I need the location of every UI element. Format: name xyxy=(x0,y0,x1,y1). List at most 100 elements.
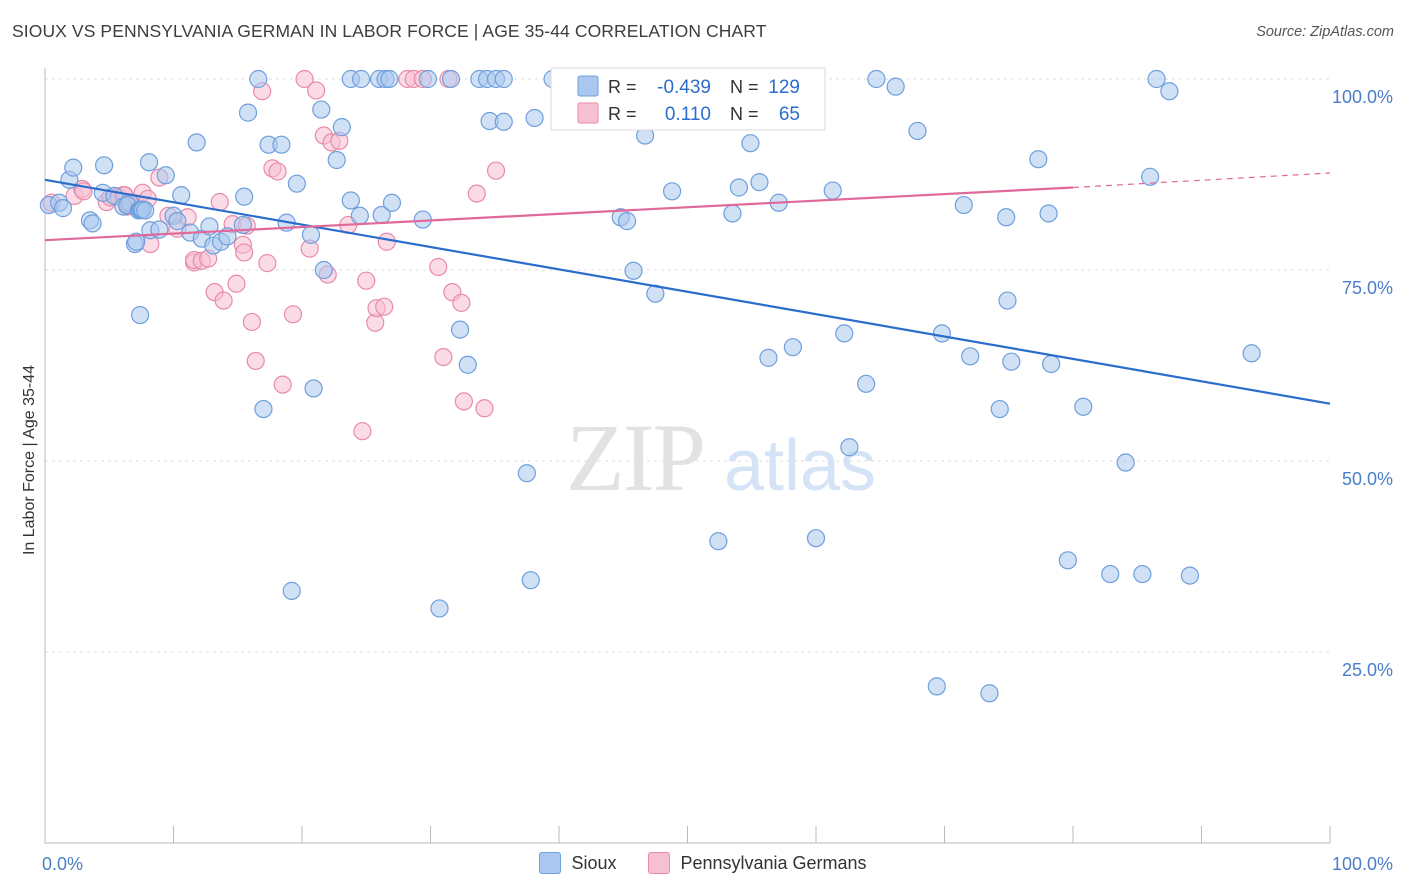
source-label: Source: ZipAtlas.com xyxy=(1256,24,1394,40)
sioux-point xyxy=(1039,204,1058,223)
legend-r-value-1: -0.439 xyxy=(657,77,711,98)
pg-point xyxy=(377,232,396,251)
sioux-point xyxy=(980,684,999,703)
correlation-legend: R = -0.439 N = 129 R = 0.110 N = 65 xyxy=(550,67,826,131)
sioux-point xyxy=(430,599,449,618)
legend-r-label-2: R = xyxy=(608,104,637,124)
legend-r-value-2: 0.110 xyxy=(665,104,711,125)
tick-labels: 25.0% 50.0% 75.0% 100.0% 0.0% 100.0% xyxy=(42,87,1393,874)
legend-swatch-pg xyxy=(577,102,599,124)
sioux-points xyxy=(39,69,1261,703)
pg-trend-line-extension xyxy=(1072,172,1331,189)
sioux-point xyxy=(741,134,760,153)
sioux-point xyxy=(418,69,438,89)
y-tick-label: 25.0% xyxy=(1342,660,1393,680)
sioux-point xyxy=(525,108,544,128)
sioux-point xyxy=(835,324,854,343)
sioux-point xyxy=(932,324,952,343)
watermark-atlas: atlas xyxy=(724,426,876,506)
pg-trend-line xyxy=(44,186,1074,242)
sioux-point xyxy=(282,581,301,600)
pg-point xyxy=(235,243,254,262)
sioux-point xyxy=(458,355,477,374)
sioux-point xyxy=(997,208,1016,227)
pg-point xyxy=(452,293,471,312)
sioux-point xyxy=(494,112,513,131)
sioux-point xyxy=(1074,397,1093,416)
sioux-point xyxy=(1160,82,1179,101)
sioux-point xyxy=(314,260,333,280)
pg-point xyxy=(454,392,474,411)
sioux-point xyxy=(521,571,540,590)
sioux-point xyxy=(886,77,905,96)
pg-point xyxy=(214,291,233,310)
sioux-point xyxy=(352,69,371,89)
pg-point xyxy=(357,271,376,290)
sioux-point xyxy=(332,118,351,137)
y-tick-label: 75.0% xyxy=(1342,278,1393,298)
pg-point xyxy=(295,69,314,89)
sioux-point xyxy=(95,156,114,175)
sioux-point xyxy=(1029,150,1048,169)
pg-point xyxy=(210,192,229,212)
swatch-sioux xyxy=(539,852,562,874)
sioux-point xyxy=(750,173,769,192)
y-tick-label: 50.0% xyxy=(1342,469,1393,489)
sioux-point xyxy=(709,532,728,551)
sioux-point xyxy=(908,121,927,141)
sioux-point xyxy=(759,348,778,367)
pg-point xyxy=(434,347,453,367)
sioux-point xyxy=(83,214,102,233)
legend-label-pg: Pennsylvania Germans xyxy=(680,852,867,873)
sioux-trend-line xyxy=(44,178,1331,405)
pg-point xyxy=(227,274,246,293)
grid xyxy=(45,78,1330,653)
sioux-point xyxy=(64,158,83,177)
sioux-point xyxy=(517,464,536,483)
pg-point xyxy=(429,257,448,277)
sioux-point xyxy=(249,69,268,89)
x-tick-label: 0.0% xyxy=(42,854,83,874)
chart-title: SIOUX VS PENNSYLVANIA GERMAN IN LABOR FO… xyxy=(12,21,767,41)
sioux-point xyxy=(998,291,1017,310)
pennsylvania-germans-points xyxy=(42,69,506,441)
sioux-point xyxy=(441,69,461,89)
sioux-point xyxy=(238,103,258,122)
sioux-point xyxy=(840,438,859,457)
sioux-point xyxy=(287,174,306,193)
sioux-point xyxy=(187,133,206,152)
sioux-point xyxy=(301,225,321,244)
y-tick-label: 100.0% xyxy=(1332,87,1393,107)
legend-n-label-1: N = xyxy=(730,77,759,97)
sioux-point xyxy=(806,529,826,548)
sioux-point xyxy=(312,100,331,119)
sioux-point xyxy=(139,153,159,172)
sioux-point xyxy=(1180,566,1200,585)
sioux-point xyxy=(130,305,150,325)
legend-n-label-2: N = xyxy=(730,104,759,124)
sioux-point xyxy=(1133,564,1152,584)
pg-point xyxy=(273,375,292,394)
legend-r-label-1: R = xyxy=(608,77,637,97)
sioux-point xyxy=(1101,564,1120,584)
sioux-point xyxy=(867,69,886,89)
sioux-point xyxy=(235,187,254,206)
legend-item-pg: Pennsylvania Germans xyxy=(648,852,867,874)
x-tick-label: 100.0% xyxy=(1332,854,1393,874)
sioux-point xyxy=(341,191,360,210)
sioux-point xyxy=(783,338,802,357)
sioux-point xyxy=(304,379,323,398)
sioux-point xyxy=(327,150,346,170)
legend-n-value-2: 65 xyxy=(779,104,800,125)
series-legend: Sioux Pennsylvania Germans xyxy=(0,852,1406,874)
pg-point xyxy=(283,305,303,324)
sioux-point xyxy=(156,166,175,185)
sioux-point xyxy=(450,320,470,339)
pg-point xyxy=(353,422,372,441)
sioux-point xyxy=(127,232,146,251)
legend-item-sioux: Sioux xyxy=(539,852,616,874)
pg-point xyxy=(246,351,265,371)
sioux-point xyxy=(1116,453,1135,472)
sioux-point xyxy=(990,399,1009,419)
pg-point xyxy=(375,297,394,316)
